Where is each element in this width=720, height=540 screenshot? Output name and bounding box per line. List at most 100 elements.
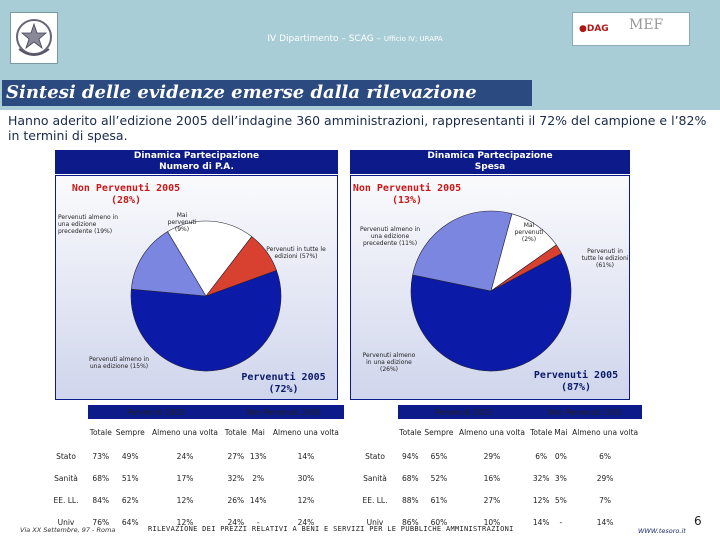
table-cell: 62% bbox=[121, 495, 139, 505]
table-cell: 17% bbox=[176, 473, 194, 483]
chart-2-pervenuti-label: Pervenuti 2005 bbox=[533, 370, 619, 381]
chart-2-non-pervenuti: Non Pervenuti 2005 (13%) bbox=[351, 183, 463, 207]
table-cell: 24% bbox=[227, 517, 245, 527]
table-2: Pervenuti 2005 Non Pervenuti 2005 Totale… bbox=[352, 405, 642, 533]
table-cell: 12% bbox=[532, 495, 550, 505]
table-row: EE. LL. 84% 62% 12% 26% 14% 12% bbox=[44, 489, 344, 511]
chart-2-header-line2: Spesa bbox=[474, 162, 506, 172]
header-text-main: IV Dipartimento – SCAG – bbox=[267, 34, 382, 44]
chart-2-label-mai: Mai pervenuti (2%) bbox=[514, 222, 544, 243]
table-cell: 3% bbox=[554, 473, 567, 483]
table-row: Sanità 68% 52% 16% 32% 3% 29% bbox=[352, 467, 642, 489]
table-2-col-header: Totale bbox=[530, 427, 553, 437]
chart-1-non-pervenuti-label: Non Pervenuti 2005 bbox=[71, 183, 181, 194]
table-row-label: EE. LL. bbox=[362, 495, 388, 505]
table-row-label: Univ bbox=[57, 517, 75, 527]
table-cell: 27% bbox=[483, 495, 501, 505]
table-1-col-header: Almeno una volta bbox=[272, 427, 339, 437]
chart-2-label-almeno-prec: Pervenuti almeno in una edizione precede… bbox=[359, 226, 421, 247]
chart-2-header-line1: Dinamica Partecipazione bbox=[427, 151, 553, 161]
chart-2-label-tutte: Pervenuti in tutte le edizioni (61%) bbox=[581, 248, 629, 269]
chart-2-pervenuti: Pervenuti 2005 (87%) bbox=[526, 370, 626, 394]
table-cell: 12% bbox=[297, 495, 315, 505]
table-cell: 10% bbox=[483, 517, 501, 527]
table-cell: 64% bbox=[121, 517, 139, 527]
table-1-col-header: Almeno una volta bbox=[152, 427, 219, 437]
table-row: Stato 94% 65% 29% 6% 0% 6% bbox=[352, 445, 642, 467]
table-cell: 0% bbox=[554, 451, 567, 461]
table-row: EE. LL. 88% 61% 27% 12% 5% 7% bbox=[352, 489, 642, 511]
header-department-text: IV Dipartimento – SCAG – Ufficio IV; URA… bbox=[200, 34, 510, 44]
table-cell: 24% bbox=[297, 517, 315, 527]
page-number: 6 bbox=[694, 514, 702, 528]
intro-text: Hanno aderito all’edizione 2005 dell’ind… bbox=[8, 113, 707, 143]
table-cell: 73% bbox=[92, 451, 110, 461]
chart-1: Dinamica Partecipazione Numero di P.A. bbox=[55, 150, 338, 174]
chart-2-pie-slices bbox=[410, 210, 572, 372]
table-cell: 24% bbox=[176, 451, 194, 461]
header-text-office: Ufficio IV; URAPA bbox=[383, 35, 443, 43]
chart-1-label-mai: Mai pervenuti (9%) bbox=[167, 212, 197, 233]
dag-logo: ●DAG bbox=[579, 24, 609, 34]
table-cell: 32% bbox=[532, 473, 550, 483]
chart-1-header: Dinamica Partecipazione Numero di P.A. bbox=[55, 150, 338, 174]
chart-2: Dinamica Partecipazione Spesa bbox=[350, 150, 630, 174]
table-cell: 7% bbox=[599, 495, 612, 505]
table-row-label: Sanità bbox=[363, 473, 387, 483]
table-cell: 12% bbox=[176, 495, 194, 505]
table-cell: 86% bbox=[402, 517, 419, 527]
chart-1-label-almeno: Pervenuti almeno in una edizione (15%) bbox=[88, 356, 150, 370]
mef-logo: MEF bbox=[629, 17, 664, 33]
chart-1-pervenuti-label: Pervenuti 2005 bbox=[241, 372, 326, 383]
table-cell: 12% bbox=[176, 517, 194, 527]
table-row-label: EE. LL. bbox=[53, 495, 79, 505]
table-row: Sanità 68% 51% 17% 32% 2% 30% bbox=[44, 467, 344, 489]
table-row-label: Stato bbox=[56, 451, 76, 461]
table-cell: 14% bbox=[596, 517, 614, 527]
table-2-col-header: Sempre bbox=[424, 427, 454, 437]
table-row-label: Stato bbox=[365, 451, 385, 461]
table-2-col-header: Almeno una volta bbox=[572, 427, 639, 437]
table-cell: 29% bbox=[483, 451, 501, 461]
table-2-col-header: Mai bbox=[554, 427, 568, 437]
table-1-col-header: Mai bbox=[251, 427, 265, 437]
chart-1-pervenuti-pct: (72%) bbox=[268, 384, 299, 395]
table-cell: 76% bbox=[92, 517, 110, 527]
page-title: Sintesi delle evidenze emerse dalla rile… bbox=[6, 82, 477, 103]
chart-1-non-pervenuti: Non Pervenuti 2005 (28%) bbox=[66, 183, 186, 207]
table-2-group-non-pervenuti: Non Pervenuti 2005 bbox=[528, 405, 642, 419]
chart-2-non-pervenuti-pct: (13%) bbox=[391, 195, 423, 206]
chart-1-pie bbox=[130, 220, 282, 372]
chart-2-pervenuti-pct: (87%) bbox=[560, 382, 592, 393]
chart-1-area: Non Pervenuti 2005 (28%) Pervenuti almen… bbox=[55, 175, 338, 400]
chart-1-label-almeno-prec: Pervenuti almeno in una edizione precede… bbox=[58, 214, 119, 235]
chart-1-header-line1: Dinamica Partecipazione bbox=[133, 151, 260, 161]
chart-2-header: Dinamica Partecipazione Spesa bbox=[350, 150, 630, 174]
chart-1-pervenuti: Pervenuti 2005 (72%) bbox=[236, 372, 331, 396]
table-cell: 84% bbox=[92, 495, 110, 505]
table-1: Pervenuti 2005 Non Pervenuti 2005 Totale… bbox=[44, 405, 344, 533]
table-cell: 61% bbox=[430, 495, 448, 505]
table-1-col-header: Totale bbox=[89, 427, 112, 437]
table-cell: 14% bbox=[532, 517, 550, 527]
chart-1-pie-slices bbox=[130, 220, 282, 372]
chart-2-pie bbox=[410, 210, 572, 372]
pie-slice-almeno-prec bbox=[167, 220, 253, 297]
table-cell: 29% bbox=[596, 473, 614, 483]
table-row: Univ 86% 60% 10% 14% - 14% bbox=[352, 511, 642, 533]
table-cell: 27% bbox=[227, 451, 245, 461]
pie-slice-almeno bbox=[412, 210, 513, 292]
table-cell: 51% bbox=[121, 473, 139, 483]
pie-slice-mai bbox=[490, 244, 563, 292]
chart-2-non-pervenuti-label: Non Pervenuti 2005 bbox=[352, 183, 462, 194]
table-cell: 2% bbox=[252, 473, 265, 483]
chart-1-non-pervenuti-pct: (28%) bbox=[110, 195, 142, 206]
footer-site-link[interactable]: WWW.tesoro.it bbox=[638, 527, 686, 535]
table-cell: 68% bbox=[92, 473, 110, 483]
chart-1-label-tutte: Pervenuti in tutte le edizioni (57%) bbox=[266, 246, 326, 260]
table-1-group-pervenuti: Pervenuti 2005 bbox=[88, 405, 224, 419]
table-row-label: Univ bbox=[366, 517, 384, 527]
table-2-col-header: Almeno una volta bbox=[458, 427, 525, 437]
table-cell: 14% bbox=[249, 495, 267, 505]
table-cell: 16% bbox=[483, 473, 501, 483]
